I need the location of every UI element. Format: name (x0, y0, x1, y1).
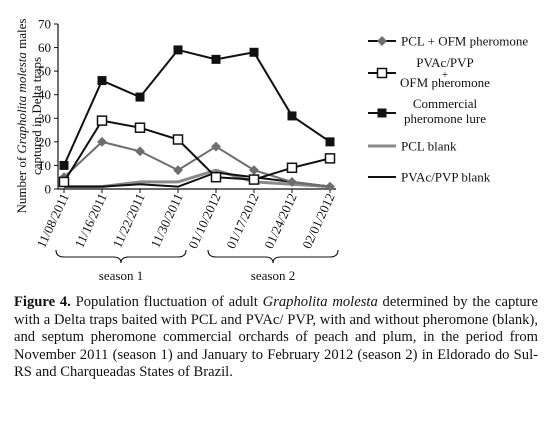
data-point-pvac-ofm (58, 176, 70, 188)
season-1-bracket (55, 249, 187, 264)
series-line-pvac-blank (64, 171, 331, 188)
y-tick-label: 20 (38, 134, 51, 149)
data-point-pvac-ofm (210, 171, 222, 183)
x-tick-label: 11/22/2011 (110, 191, 148, 250)
legend-label-commercial-line2: pheromone lure (404, 111, 486, 126)
data-point-pcl-ofm (135, 146, 145, 157)
data-point-pvac-ofm (96, 115, 108, 126)
legend-diamond-marker (377, 36, 387, 46)
data-point-pvac-ofm (324, 153, 336, 164)
legend-open-square-marker (376, 67, 388, 79)
legend-item-commercial: Commercial pheromone lure (368, 96, 486, 126)
population-fluctuation-chart: Number of Grapholita molesta males captu… (14, 17, 528, 284)
data-point-pcl-ofm (287, 176, 297, 187)
legend-item-pvac-ofm: PVAc/PVP + OFM pheromone (368, 55, 490, 90)
figure-caption: Figure 4. Population fluctuation of adul… (14, 294, 538, 382)
series-line-pvac-ofm (63, 119, 331, 183)
caption-species: Grapholita molesta (262, 294, 378, 310)
legend-label-pvac-blank: PVAc/PVP blank (401, 170, 491, 185)
data-point-pcl-ofm (211, 141, 221, 152)
y-tick-label: 70 (38, 17, 51, 32)
data-point-pvac-ofm (172, 134, 184, 145)
data-point-pcl-ofm (249, 165, 259, 176)
data-point-commercial (211, 54, 221, 64)
y-tick-label: 10 (38, 158, 51, 173)
data-point-pvac-ofm (134, 122, 146, 133)
x-tick-label: 11/30/2011 (148, 191, 186, 250)
y-tick-label: 40 (38, 87, 51, 102)
data-point-commercial (173, 45, 183, 55)
data-point-pcl-ofm (325, 181, 335, 192)
caption-text-part1: Population fluctuation of adult (70, 294, 263, 310)
series-line-commercial (63, 48, 331, 166)
season-1-label: season 1 (99, 268, 143, 283)
x-tick-label: 11/08/2011 (34, 191, 72, 250)
legend-label-pvac-line1: PVAc/PVP (416, 55, 474, 70)
data-point-commercial (325, 137, 335, 147)
data-point-pvac-ofm (286, 162, 298, 174)
data-point-commercial (59, 160, 69, 170)
season-2-label: season 2 (251, 268, 295, 283)
season-2-bracket (207, 249, 339, 264)
y-axis-title-line2: captured in Delta traps (29, 57, 44, 175)
x-axis: 11/08/2011 11/16/2011 11/22/2011 11/30/2011… (34, 188, 338, 251)
caption-text-part2: determined by the capture with a Delta t… (14, 294, 538, 381)
y-tick-label: 30 (38, 111, 51, 126)
x-tick-label: 02/01/2012 (299, 191, 338, 251)
legend-label-pvac-line3: OFM pheromone (400, 75, 490, 90)
data-point-commercial (287, 111, 297, 121)
data-point-pcl-ofm (173, 165, 183, 176)
y-tick-label: 0 (45, 182, 52, 197)
x-tick-label: 01/24/2012 (261, 191, 300, 251)
season-brackets: season 1 season 2 (55, 249, 339, 283)
figure-label: Figure 4. (14, 294, 71, 310)
x-tick-label: 01/17/2012 (223, 191, 262, 251)
x-tick-label: 01/10/2012 (185, 191, 224, 251)
legend-item-pcl-ofm: PCL + OFM pheromone (368, 34, 528, 49)
legend-item-pcl-blank: PCL blank (368, 139, 457, 154)
y-tick-label: 50 (38, 64, 51, 79)
data-point-pcl-ofm (97, 136, 107, 147)
y-tick-label: 60 (38, 40, 51, 55)
legend-filled-square-marker (377, 108, 387, 118)
legend-label-pvac-line2: + (442, 69, 448, 81)
legend-label-commercial-line1: Commercial (413, 96, 478, 111)
legend: PCL + OFM pheromone PVAc/PVP + OFM phero… (368, 34, 528, 185)
legend-label-pcl-blank: PCL blank (401, 139, 457, 154)
data-point-pvac-ofm (248, 174, 260, 185)
y-axis-title-line1: Number of Grapholita molesta males (14, 19, 29, 214)
legend-item-pvac-blank: PVAc/PVP blank (368, 170, 491, 185)
data-point-commercial (97, 76, 107, 86)
x-tick-label: 11/16/2011 (72, 191, 110, 250)
data-point-commercial (135, 92, 145, 102)
y-axis: 0 10 20 30 40 50 60 70 (38, 17, 59, 197)
y-axis-title: Number of Grapholita molesta males captu… (14, 19, 44, 214)
data-point-commercial (249, 47, 259, 57)
legend-label-pcl-ofm: PCL + OFM pheromone (401, 34, 528, 49)
series-layer (58, 45, 336, 192)
